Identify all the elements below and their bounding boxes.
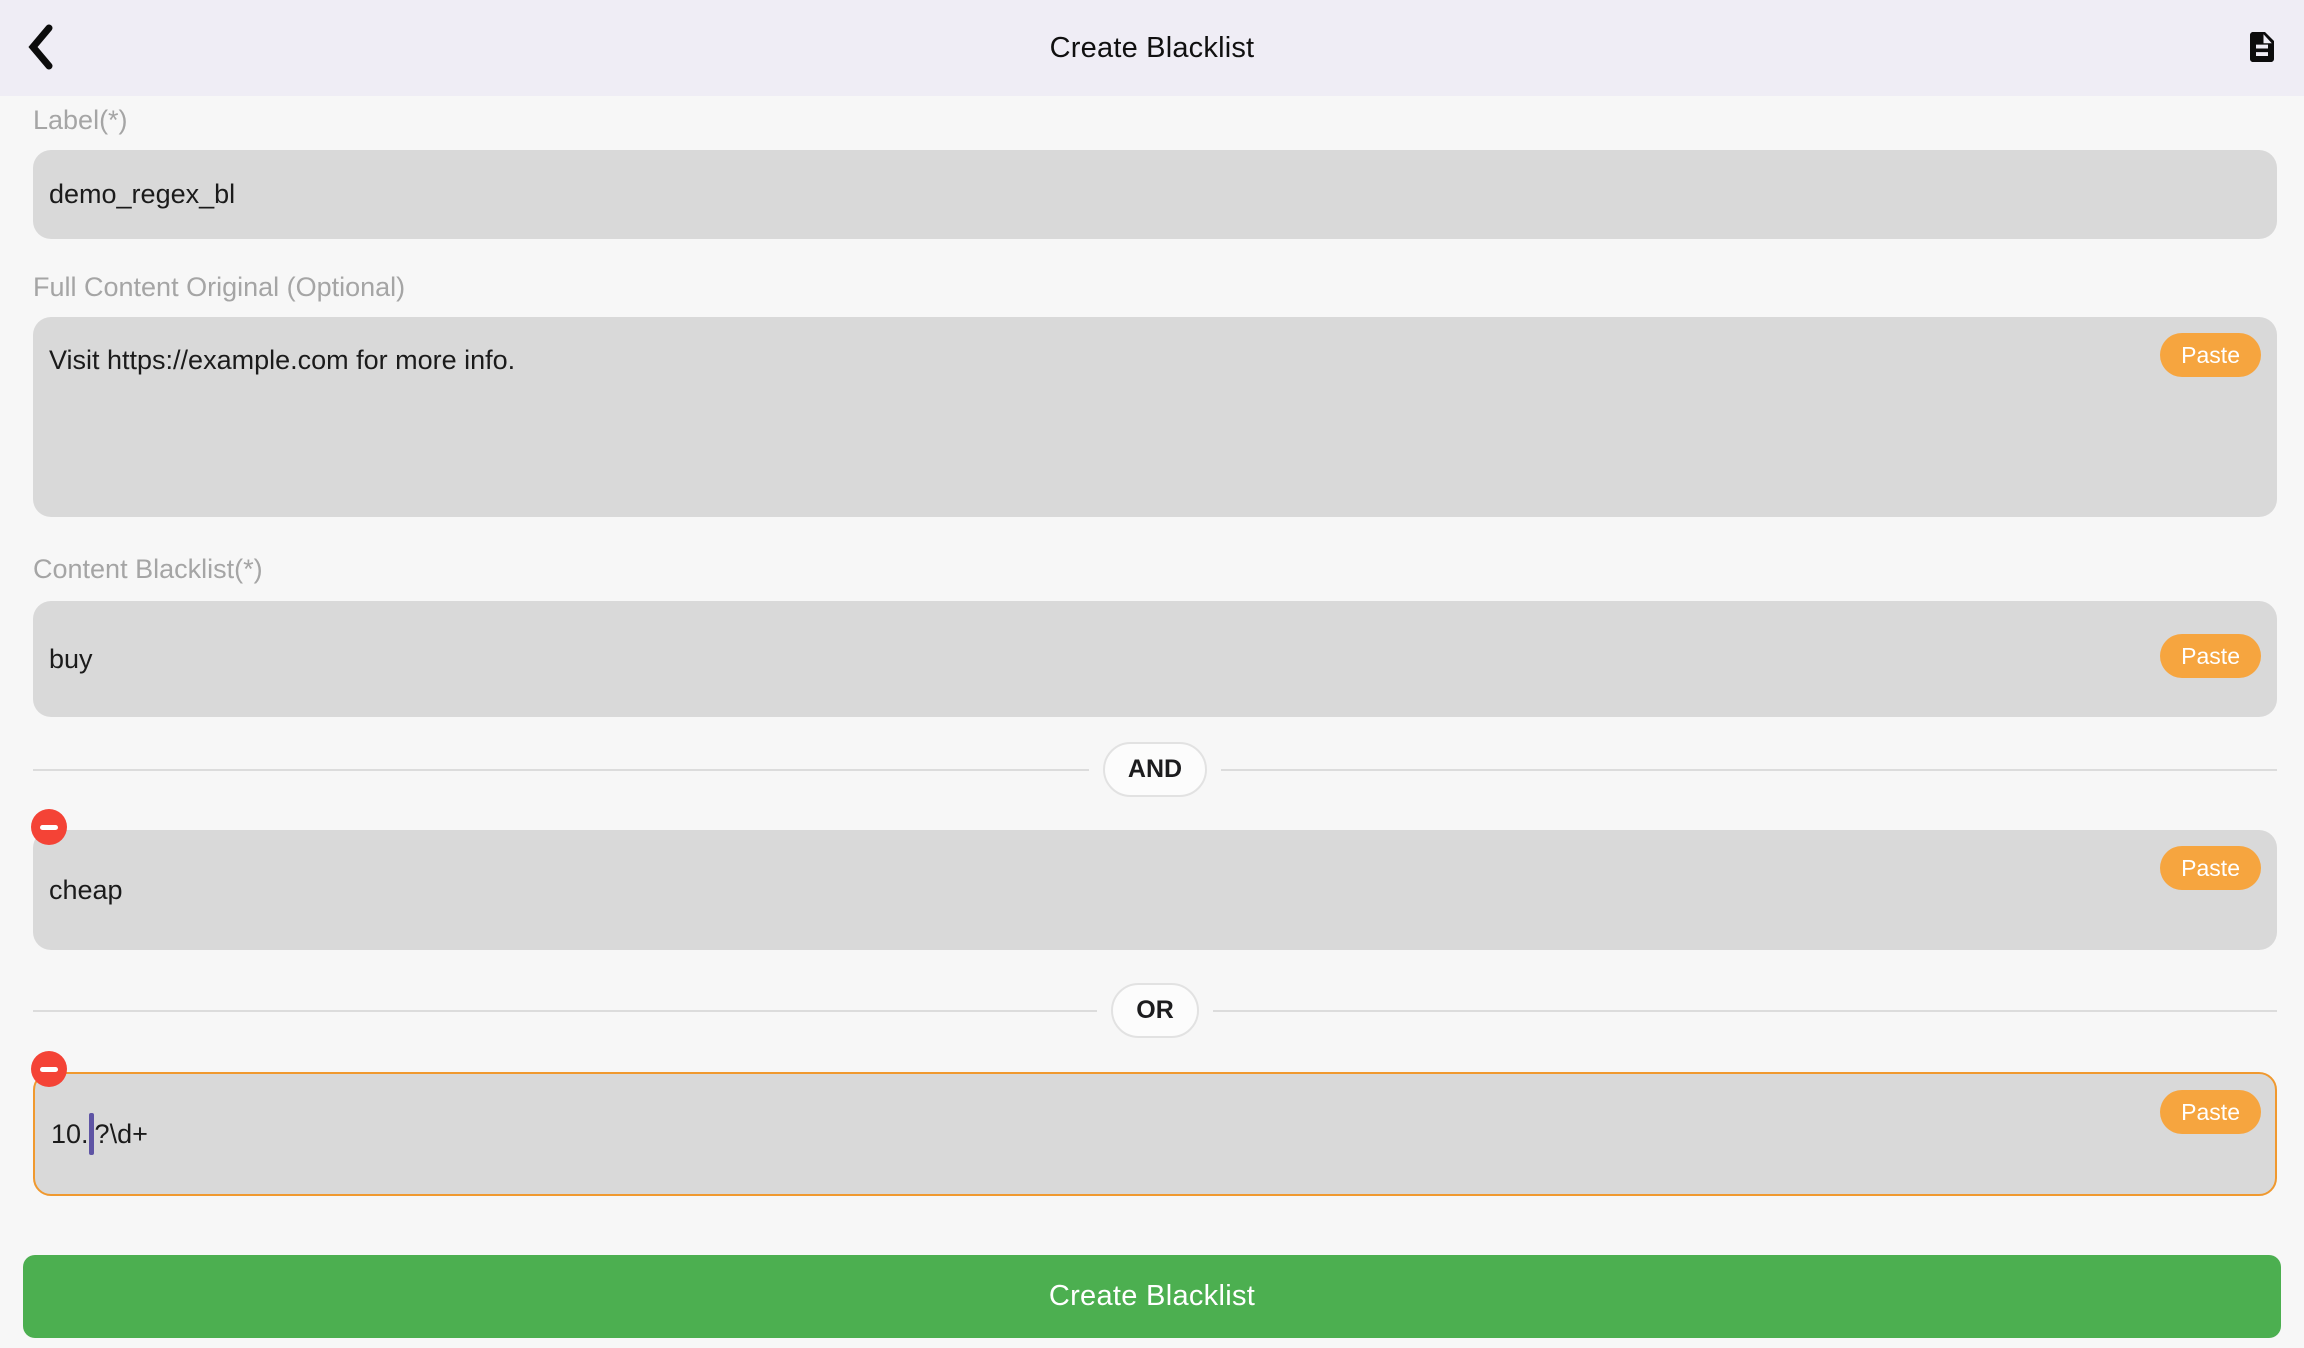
blacklist-term-input-3-focused[interactable]: 10. ?\d+ [33, 1072, 2277, 1196]
operator-divider-or: OR [33, 983, 2277, 1038]
divider-line [1212, 1009, 2277, 1012]
blacklist-term-input-2[interactable]: cheap [33, 830, 2277, 950]
blacklist-term-value-1: buy [49, 643, 93, 674]
label-input[interactable]: demo_regex_bl [33, 150, 2277, 239]
full-content-row: Visit https://example.com for more info.… [33, 317, 2277, 517]
full-content-label: Full Content Original (Optional) [33, 272, 406, 302]
full-content-textarea[interactable]: Visit https://example.com for more info. [33, 317, 2277, 517]
chevron-left-icon [25, 24, 55, 73]
document-button[interactable] [2232, 16, 2292, 80]
blacklist-term-input-1[interactable]: buy [33, 601, 2277, 717]
term-3-text-before-cursor: 10. [51, 1118, 89, 1149]
header: Create Blacklist [0, 0, 2304, 96]
remove-term-3-button[interactable] [31, 1051, 67, 1087]
divider-line [33, 1009, 1098, 1012]
blacklist-term-row-2: cheap Paste [31, 809, 2277, 950]
remove-term-2-button[interactable] [31, 809, 67, 845]
divider-line [1221, 768, 2278, 771]
label-input-value: demo_regex_bl [49, 179, 236, 209]
full-content-value: Visit https://example.com for more info. [49, 345, 516, 375]
blacklist-term-value-2: cheap [49, 874, 123, 905]
label-field-label: Label(*) [33, 105, 128, 135]
page-title: Create Blacklist [1049, 31, 1255, 64]
back-button[interactable] [10, 16, 70, 80]
blacklist-term-row-1: buy Paste [33, 601, 2277, 717]
term-1-paste-button[interactable]: Paste [2160, 634, 2261, 678]
operator-pill-or: OR [1111, 983, 1199, 1038]
content-blacklist-label: Content Blacklist(*) [33, 554, 263, 584]
divider-line [33, 768, 1089, 771]
create-blacklist-button[interactable]: Create Blacklist [23, 1255, 2281, 1338]
operator-divider-and: AND [33, 742, 2278, 797]
term-2-paste-button[interactable]: Paste [2160, 846, 2261, 890]
minus-circle-icon [40, 824, 58, 830]
document-icon [2244, 23, 2280, 74]
blacklist-term-row-3: 10. ?\d+ Paste [31, 1051, 2277, 1196]
full-content-paste-button[interactable]: Paste [2160, 333, 2261, 377]
minus-circle-icon [40, 1066, 58, 1072]
create-blacklist-form: Label(*) demo_regex_bl Full Content Orig… [0, 96, 2304, 1196]
term-3-paste-button[interactable]: Paste [2160, 1090, 2261, 1134]
submit-row: Create Blacklist [0, 1255, 2304, 1338]
term-3-text-after-cursor: ?\d+ [94, 1118, 148, 1149]
text-cursor [88, 1113, 94, 1155]
operator-pill-and: AND [1102, 742, 1208, 797]
